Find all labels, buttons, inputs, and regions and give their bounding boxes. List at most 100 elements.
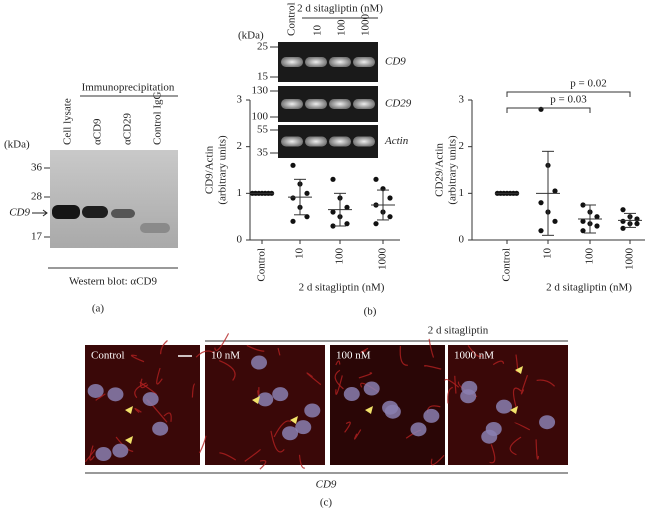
membrane	[244, 449, 261, 462]
band	[305, 57, 327, 67]
membrane	[130, 354, 145, 363]
membrane	[195, 350, 216, 358]
membrane	[467, 345, 483, 358]
membrane	[219, 452, 237, 461]
membrane	[134, 382, 147, 399]
membrane	[358, 372, 373, 379]
data-point	[538, 228, 544, 234]
arrowhead	[515, 366, 523, 374]
nucleus	[410, 422, 427, 437]
nucleus	[363, 381, 380, 396]
annotation: p = 0.03	[550, 94, 587, 106]
y-axis-label: CD9/Actin	[204, 145, 216, 194]
data-point	[373, 176, 379, 182]
x-tick-label: 100	[334, 248, 346, 265]
band-label: CD9	[9, 207, 30, 219]
data-point	[538, 200, 544, 206]
data-point	[387, 214, 393, 220]
data-point	[330, 176, 336, 182]
x-tick-label: Control	[256, 248, 268, 282]
treatment: 2 d sitagliptin (nM)	[297, 3, 383, 15]
membrane	[306, 372, 322, 386]
x-tick-label: 10	[294, 248, 306, 260]
membrane	[447, 386, 453, 404]
membrane	[277, 347, 281, 356]
nucleus	[539, 415, 556, 430]
membrane	[198, 435, 207, 454]
nucleus	[142, 392, 159, 407]
marker: 130	[252, 85, 269, 97]
data-point	[552, 188, 558, 194]
stain-label: CD9	[316, 479, 337, 491]
nucleus	[152, 421, 169, 436]
membrane	[156, 367, 163, 385]
data-point	[344, 204, 350, 210]
membrane	[360, 347, 369, 354]
arrowhead	[365, 406, 373, 414]
band	[82, 206, 108, 218]
blot-image	[50, 150, 178, 248]
marker: 36	[31, 162, 43, 174]
membrane	[344, 421, 351, 433]
data-point	[580, 218, 586, 224]
data-point	[620, 207, 626, 213]
membrane	[399, 346, 408, 366]
membrane	[270, 430, 285, 453]
membrane	[353, 429, 362, 440]
panel-label: (c)	[320, 497, 333, 509]
membrane	[335, 360, 341, 366]
membrane	[84, 449, 96, 463]
data-point	[620, 218, 626, 224]
nucleus	[485, 421, 502, 436]
nucleus	[87, 383, 104, 398]
nucleus	[272, 387, 289, 402]
panel-label: (b)	[364, 306, 377, 318]
x-tick-label: Control	[501, 248, 513, 282]
marker: 100	[252, 111, 269, 123]
band	[281, 136, 303, 147]
membrane	[218, 360, 236, 381]
lane-label: αCD29	[122, 112, 134, 145]
nucleus	[343, 387, 360, 402]
membrane	[191, 383, 196, 398]
marker: 35	[257, 147, 269, 159]
y-tick-label: 1	[459, 187, 465, 199]
nucleus	[112, 443, 129, 458]
band	[111, 209, 135, 218]
membrane	[512, 387, 522, 409]
membrane	[160, 340, 168, 355]
annotation: p = 0.02	[570, 78, 606, 90]
membrane	[214, 333, 230, 351]
nucleus	[95, 447, 112, 462]
nucleus	[282, 426, 299, 441]
arrowhead	[510, 406, 518, 414]
membrane	[246, 344, 265, 352]
membrane	[89, 445, 95, 461]
arrowhead	[125, 406, 133, 414]
membrane	[430, 454, 445, 466]
data-point	[552, 218, 558, 224]
membrane	[273, 420, 292, 438]
lane-label: 100	[336, 19, 348, 36]
membrane	[140, 378, 149, 389]
ip-header: Immunoprecipitation	[82, 82, 175, 94]
arrowhead	[252, 396, 260, 404]
membrane	[134, 407, 142, 414]
membrane	[334, 369, 344, 390]
marker: 28	[31, 191, 43, 203]
membrane	[163, 412, 172, 422]
membrane	[95, 393, 106, 401]
y-tick-label: 2	[459, 140, 465, 152]
membrane	[424, 365, 442, 370]
membrane	[509, 436, 522, 456]
data-point	[594, 214, 600, 220]
x-tick-label: 1000	[624, 248, 636, 271]
arrow	[32, 209, 48, 217]
data-point	[304, 214, 310, 220]
band	[353, 136, 375, 147]
x-axis-label: 2 d sitagliptin (nM)	[546, 282, 632, 294]
data-point	[580, 202, 586, 208]
panel-label: (a)	[92, 303, 105, 315]
data-point	[594, 223, 600, 229]
